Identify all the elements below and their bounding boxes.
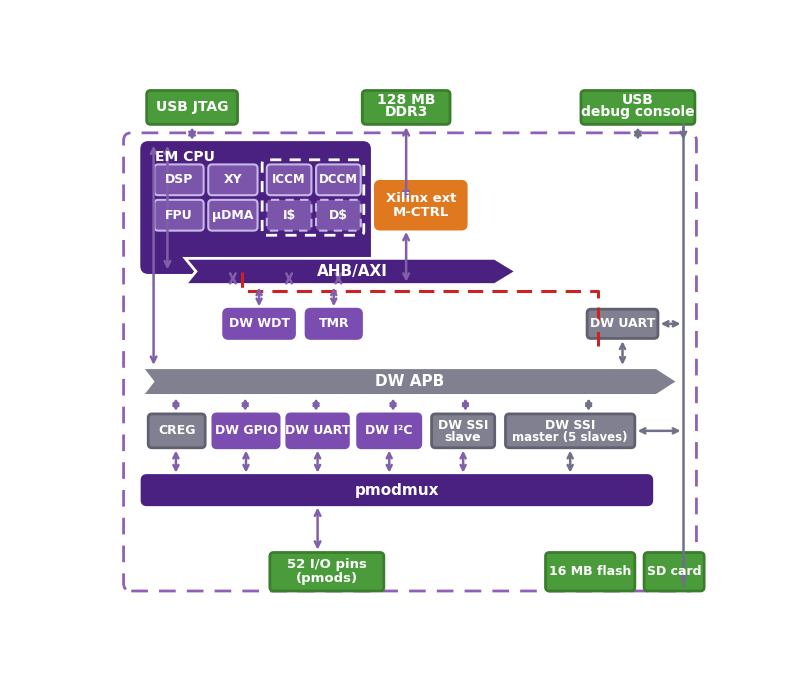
Text: (pmods): (pmods) <box>296 572 358 585</box>
FancyBboxPatch shape <box>146 90 238 124</box>
Text: FPU: FPU <box>165 209 193 221</box>
FancyBboxPatch shape <box>506 414 635 448</box>
Text: DSP: DSP <box>165 173 193 186</box>
Text: DW SSI: DW SSI <box>545 419 595 432</box>
FancyBboxPatch shape <box>142 143 369 273</box>
Text: XY: XY <box>223 173 242 186</box>
Text: I$: I$ <box>282 209 296 221</box>
Text: DW WDT: DW WDT <box>229 317 290 331</box>
Text: DW APB: DW APB <box>375 374 445 389</box>
Text: 52 I/O pins: 52 I/O pins <box>287 558 366 571</box>
FancyBboxPatch shape <box>362 90 450 124</box>
Polygon shape <box>185 258 516 284</box>
FancyBboxPatch shape <box>208 164 258 195</box>
FancyBboxPatch shape <box>266 164 311 195</box>
FancyBboxPatch shape <box>581 90 695 124</box>
FancyBboxPatch shape <box>644 553 704 591</box>
Text: DW UART: DW UART <box>285 424 350 437</box>
Text: TMR: TMR <box>318 317 349 331</box>
Text: USB: USB <box>622 92 654 107</box>
Text: DW GPIO: DW GPIO <box>214 424 278 437</box>
Text: EM CPU: EM CPU <box>155 150 215 164</box>
Text: ICCM: ICCM <box>272 173 306 186</box>
FancyBboxPatch shape <box>375 181 466 229</box>
Text: DW I²C: DW I²C <box>366 424 413 437</box>
Text: USB JTAG: USB JTAG <box>156 101 228 115</box>
Text: μDMA: μDMA <box>212 209 254 221</box>
Text: DDR3: DDR3 <box>385 105 428 119</box>
Text: 128 MB: 128 MB <box>377 92 435 107</box>
Text: slave: slave <box>445 431 482 444</box>
Text: CREG: CREG <box>158 424 195 437</box>
Text: DW UART: DW UART <box>590 317 655 331</box>
FancyBboxPatch shape <box>224 309 294 338</box>
FancyBboxPatch shape <box>287 414 349 448</box>
FancyBboxPatch shape <box>266 200 311 230</box>
Text: Xilinx ext: Xilinx ext <box>386 192 456 205</box>
FancyBboxPatch shape <box>148 414 205 448</box>
Text: debug console: debug console <box>581 105 694 119</box>
FancyBboxPatch shape <box>546 553 635 591</box>
FancyBboxPatch shape <box>154 164 204 195</box>
Text: SD card: SD card <box>647 565 702 578</box>
FancyBboxPatch shape <box>316 200 361 230</box>
FancyBboxPatch shape <box>154 200 204 230</box>
FancyBboxPatch shape <box>213 414 279 448</box>
FancyBboxPatch shape <box>306 309 362 338</box>
Text: M-CTRL: M-CTRL <box>393 206 449 219</box>
FancyBboxPatch shape <box>270 553 384 591</box>
Text: master (5 slaves): master (5 slaves) <box>513 431 628 444</box>
Text: DCCM: DCCM <box>319 173 358 186</box>
FancyBboxPatch shape <box>587 309 658 338</box>
Text: DW SSI: DW SSI <box>438 419 488 432</box>
Text: AHB/AXI: AHB/AXI <box>317 264 388 279</box>
FancyBboxPatch shape <box>358 414 421 448</box>
Polygon shape <box>142 368 678 395</box>
FancyBboxPatch shape <box>316 164 361 195</box>
Text: 16 MB flash: 16 MB flash <box>549 565 631 578</box>
FancyBboxPatch shape <box>431 414 494 448</box>
Text: pmodmux: pmodmux <box>354 482 439 497</box>
FancyBboxPatch shape <box>208 200 258 230</box>
Text: D$: D$ <box>329 209 348 221</box>
FancyBboxPatch shape <box>142 475 652 505</box>
